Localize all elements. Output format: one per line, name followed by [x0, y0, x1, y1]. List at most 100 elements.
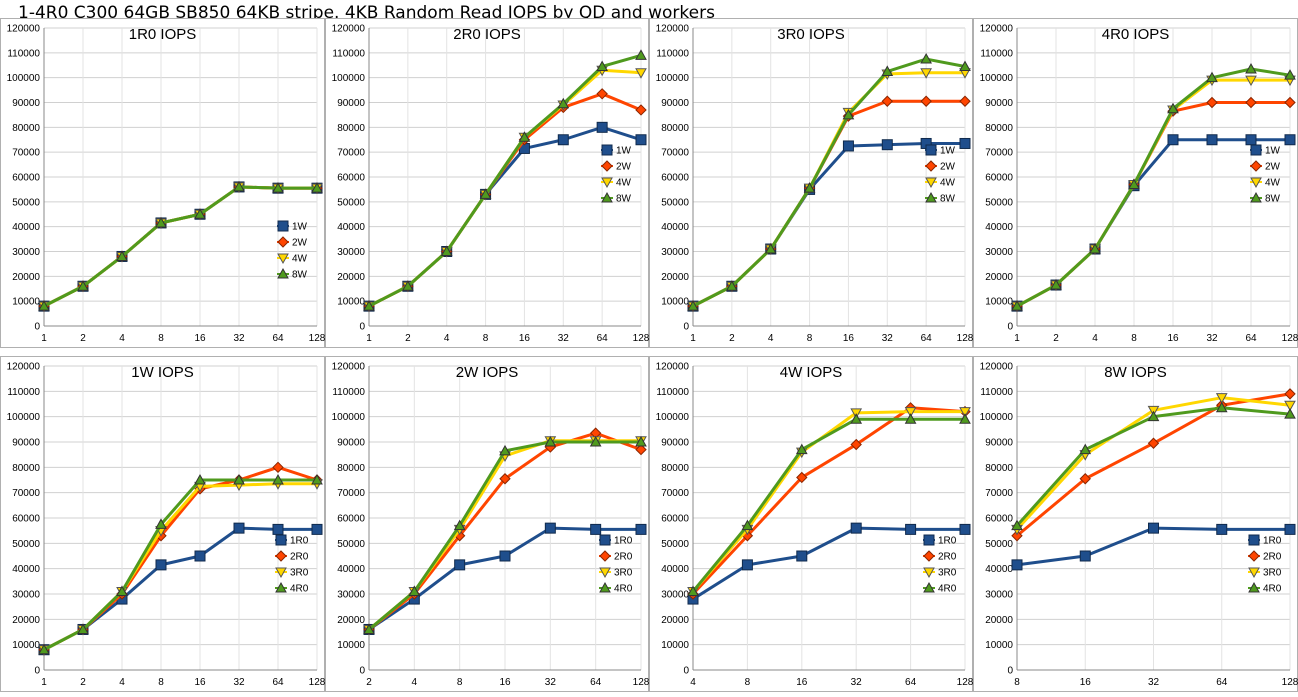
- x-tick-label: 32: [882, 333, 894, 344]
- y-tick-label: 70000: [12, 148, 40, 159]
- y-tick-label: 90000: [337, 438, 365, 449]
- x-tick-label: 1: [366, 333, 372, 344]
- y-tick-label: 0: [1007, 322, 1013, 333]
- data-point: [920, 95, 932, 107]
- data-point: [959, 523, 971, 535]
- data-point: [635, 104, 647, 116]
- data-point: [1147, 410, 1160, 422]
- data-point: [796, 550, 808, 562]
- x-tick-label: 64: [590, 677, 602, 688]
- data-point: [635, 523, 647, 535]
- legend-marker: [277, 267, 289, 279]
- y-tick-label: 60000: [985, 173, 1013, 184]
- chart-title: 2W IOPS: [456, 364, 519, 381]
- x-tick-label: 8: [158, 333, 164, 344]
- legend-label: 2W: [292, 238, 308, 249]
- data-point: [272, 182, 284, 193]
- data-point: [499, 473, 511, 485]
- chart-panel: 0 10000 20000 30000 40000 50000 60000 70000 8000…: [325, 356, 650, 692]
- legend-label: 4R0: [290, 584, 309, 595]
- x-tick-label: 128: [957, 677, 974, 688]
- series-line: [1016, 67, 1291, 308]
- y-tick-label: 90000: [337, 98, 365, 109]
- y-tick-label: 50000: [661, 539, 689, 550]
- data-point: [1245, 96, 1257, 109]
- data-point: [850, 522, 862, 534]
- legend-marker: [925, 191, 937, 203]
- y-tick-label: 70000: [985, 148, 1013, 159]
- data-point: [1206, 134, 1218, 146]
- data-point: [635, 134, 647, 146]
- y-tick-label: 110000: [332, 387, 365, 398]
- x-tick-label: 4: [1092, 333, 1098, 344]
- y-tick-label: 30000: [12, 247, 40, 258]
- x-tick-label: 32: [233, 333, 245, 344]
- data-point: [155, 559, 167, 571]
- y-tick-label: 60000: [661, 514, 689, 525]
- x-tick-label: 32: [545, 677, 557, 688]
- y-tick-label: 90000: [985, 98, 1013, 109]
- y-tick-label: 90000: [661, 438, 689, 449]
- data-point: [635, 435, 647, 447]
- x-tick-label: 4: [119, 677, 125, 688]
- y-tick-label: 50000: [661, 197, 689, 208]
- data-point: [557, 97, 570, 109]
- y-tick-label: 70000: [985, 488, 1013, 499]
- y-tick-label: 30000: [337, 590, 365, 601]
- series-line: [691, 406, 966, 596]
- legend-marker: [275, 581, 287, 593]
- x-tick-label: 8: [745, 677, 751, 688]
- data-point: [479, 188, 492, 199]
- data-point: [272, 473, 284, 485]
- y-tick-label: 100000: [7, 73, 41, 84]
- data-point: [311, 523, 323, 535]
- series-line: [43, 478, 317, 652]
- legend-marker: [925, 144, 937, 156]
- data-point: [741, 519, 754, 531]
- legend-marker: [1250, 144, 1262, 156]
- y-tick-label: 80000: [12, 463, 40, 474]
- x-tick-label: 1: [1014, 333, 1020, 344]
- chart-title: 4W IOPS: [780, 364, 843, 381]
- series-line: [691, 417, 965, 593]
- chart-panel: 0 10000 20000 30000 40000 50000 60000 70000 8000…: [0, 356, 326, 692]
- legend-marker: [1248, 550, 1260, 562]
- legend-label: 1R0: [290, 536, 309, 547]
- x-tick-label: 2: [405, 333, 411, 344]
- data-point: [194, 550, 206, 562]
- y-tick-label: 10000: [661, 640, 689, 651]
- chart-border: [649, 356, 973, 692]
- y-tick-label: 40000: [337, 222, 365, 233]
- y-tick-label: 120000: [980, 362, 1014, 373]
- data-point: [363, 300, 375, 311]
- y-tick-label: 80000: [661, 463, 689, 474]
- legend-label: 8W: [292, 270, 308, 281]
- x-tick-label: 128: [633, 333, 650, 344]
- data-point: [1284, 388, 1296, 400]
- data-point: [1148, 522, 1159, 534]
- legend-marker: [1248, 567, 1260, 579]
- data-point: [959, 407, 971, 418]
- chart-title: 3R0 IOPS: [777, 26, 845, 43]
- legend-marker: [601, 191, 613, 203]
- chart-title: 1W IOPS: [131, 364, 194, 381]
- y-tick-label: 110000: [980, 387, 1013, 398]
- x-tick-label: 64: [1216, 677, 1228, 688]
- data-point: [1128, 178, 1140, 189]
- y-tick-label: 60000: [12, 173, 40, 184]
- legend-marker: [275, 534, 287, 546]
- legend-label: 1R0: [938, 536, 957, 547]
- legend-label: 4W: [616, 178, 632, 189]
- x-tick-label: 64: [272, 677, 284, 688]
- chart-panel: 0 10000 20000 30000 40000 50000 60000 70000 8000…: [973, 356, 1298, 692]
- legend-marker: [923, 567, 935, 579]
- x-tick-label: 2: [729, 333, 735, 344]
- legend-marker: [599, 581, 611, 593]
- data-point: [1011, 530, 1023, 542]
- y-tick-label: 100000: [980, 412, 1014, 423]
- data-point: [1167, 134, 1179, 146]
- legend-label: 1W: [292, 222, 308, 233]
- legend-marker: [277, 236, 289, 248]
- data-point: [233, 522, 245, 534]
- data-point: [881, 95, 893, 107]
